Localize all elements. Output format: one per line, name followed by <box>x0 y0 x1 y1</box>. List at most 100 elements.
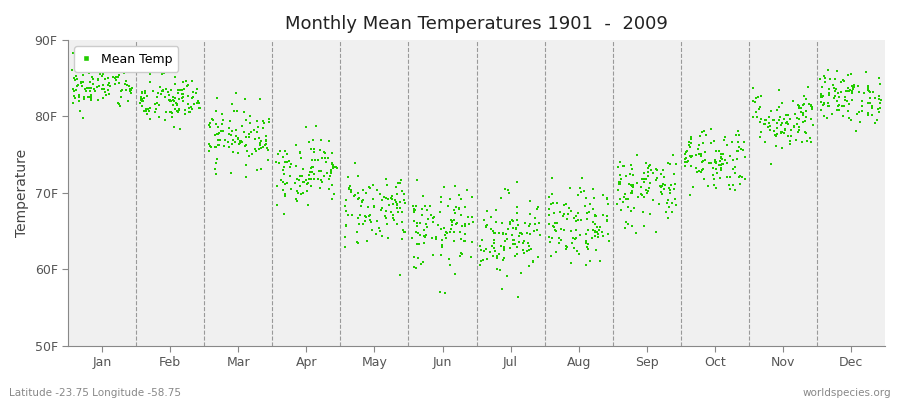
Point <box>617 194 632 200</box>
Point <box>415 205 429 212</box>
Point <box>816 73 831 80</box>
Point <box>84 94 98 101</box>
Point <box>458 223 473 230</box>
Point <box>806 122 821 128</box>
Point <box>209 144 223 150</box>
Point <box>283 158 297 164</box>
Point <box>487 248 501 254</box>
Point <box>573 185 588 191</box>
Point <box>662 185 676 192</box>
Point <box>683 133 698 140</box>
Point <box>290 176 304 182</box>
Point <box>104 67 118 74</box>
Point <box>72 92 86 99</box>
Point <box>232 138 247 144</box>
Point <box>460 187 474 193</box>
Point <box>750 114 764 120</box>
Point <box>176 86 190 93</box>
Point <box>159 109 174 115</box>
Point <box>553 234 567 241</box>
Point <box>123 90 138 96</box>
Point <box>361 204 375 210</box>
Point <box>514 229 528 236</box>
Point <box>814 94 828 100</box>
Point <box>643 163 657 170</box>
Point <box>684 154 698 160</box>
Point <box>770 124 785 131</box>
Point <box>398 200 412 206</box>
Point <box>417 233 431 240</box>
Point <box>166 102 180 108</box>
Point <box>214 111 229 118</box>
Point <box>526 259 540 266</box>
Point <box>358 212 373 219</box>
Point <box>596 192 610 198</box>
Point <box>571 210 585 216</box>
Point <box>797 118 812 124</box>
Point <box>550 199 564 206</box>
Point <box>728 163 742 170</box>
Point <box>693 133 707 140</box>
Point <box>184 95 199 102</box>
Point <box>342 186 356 192</box>
Point <box>814 94 829 100</box>
Point <box>678 159 692 165</box>
Point <box>487 240 501 246</box>
Point <box>780 132 795 139</box>
Point <box>355 198 369 205</box>
Point <box>873 100 887 106</box>
Point <box>736 147 751 153</box>
Point <box>209 160 223 166</box>
Point <box>814 76 828 82</box>
Point <box>203 119 218 126</box>
Point <box>123 87 138 94</box>
Point <box>380 221 394 227</box>
Point <box>641 188 655 194</box>
Point <box>799 96 814 102</box>
Point <box>248 146 262 152</box>
Point <box>621 195 635 202</box>
Point <box>152 114 166 120</box>
Point <box>407 254 421 260</box>
Point <box>619 218 634 225</box>
Point <box>391 209 405 216</box>
Point <box>164 98 178 105</box>
Point <box>409 228 423 235</box>
Point <box>165 110 179 116</box>
Point <box>343 183 357 189</box>
Point <box>542 206 556 212</box>
Point <box>215 121 230 127</box>
Point <box>850 111 864 117</box>
Point <box>81 94 95 100</box>
Point <box>394 188 409 194</box>
Point <box>410 176 424 183</box>
Point <box>155 88 169 94</box>
Point <box>293 183 308 190</box>
Point <box>237 129 251 136</box>
Point <box>122 83 136 89</box>
Point <box>407 209 421 215</box>
Point <box>291 190 305 196</box>
Point <box>111 74 125 80</box>
Point <box>753 134 768 140</box>
Point <box>804 102 818 108</box>
Point <box>496 230 510 236</box>
Point <box>860 110 875 117</box>
Point <box>816 93 831 100</box>
Point <box>796 93 811 100</box>
Point <box>134 94 148 100</box>
Point <box>545 175 560 182</box>
Point <box>208 120 222 127</box>
Point <box>733 172 747 179</box>
Point <box>381 196 395 202</box>
Point <box>610 186 625 193</box>
Point <box>614 176 628 182</box>
Point <box>637 179 652 185</box>
Point <box>814 84 829 90</box>
Point <box>82 85 96 91</box>
Point <box>556 226 571 233</box>
Point <box>76 78 90 85</box>
Point <box>397 228 411 235</box>
Point <box>530 227 544 233</box>
Point <box>275 154 290 161</box>
